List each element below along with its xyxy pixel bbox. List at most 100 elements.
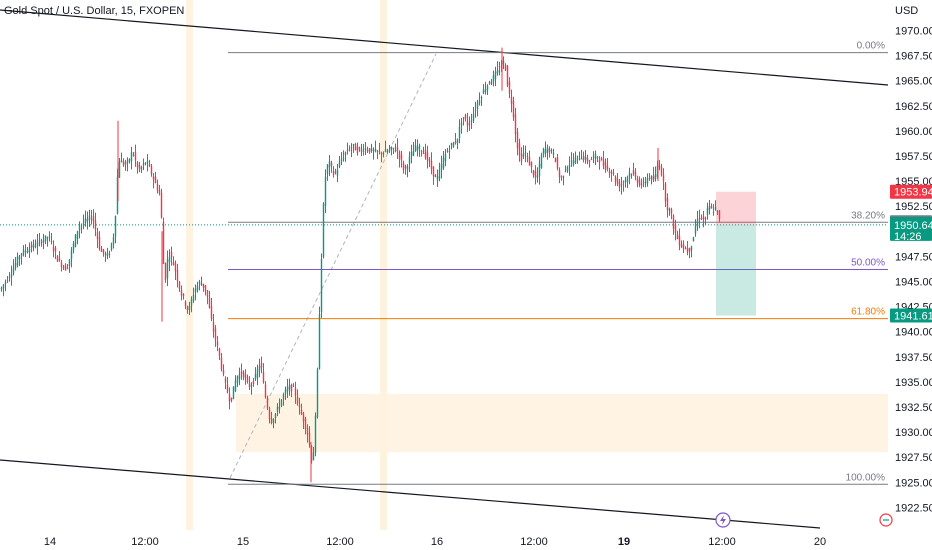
candle-body [220,357,223,370]
candle-body [44,235,47,241]
position-reward-zone[interactable] [716,224,756,316]
channel-lower-line[interactable] [0,459,821,529]
candle-body [700,218,703,220]
candle-body [488,81,491,84]
candle-body [48,236,51,238]
candle-body [64,264,67,271]
candle-body [678,235,681,246]
candle-body [92,216,95,222]
candle-body [502,60,505,65]
candle-body [434,175,437,178]
candle-body [164,263,167,281]
candle-body [242,371,245,378]
candle-body [618,182,621,188]
candle-body [8,277,11,279]
candle-body [540,155,543,168]
candle-body [158,190,161,194]
logo-icon [879,513,893,527]
candle-body [218,348,221,357]
candle-body [480,97,483,99]
candle-body [406,166,409,170]
candle-body [188,306,191,311]
candle-body [648,177,651,179]
candle-body [574,157,577,163]
candle-body [98,237,101,250]
candle-body [102,249,105,254]
candle-body [378,151,381,153]
candle-body [78,226,81,231]
candle-body [88,215,91,220]
candle-body [252,380,255,385]
candle-body [348,149,351,151]
candle-body [572,160,575,165]
candle-body [152,176,155,180]
candle-body [226,384,229,393]
candle-body [372,149,375,151]
candle-body [232,386,235,400]
price-axis-tick: 1937.50 [895,352,932,364]
candle-body [484,89,487,93]
candle-body [210,306,213,320]
candle-body [46,237,49,239]
candle-body [706,207,709,216]
demand-zone [236,393,888,453]
candle-body [130,152,133,161]
candle-body [302,413,305,422]
candle-body [312,452,315,461]
candle-body [410,151,413,157]
candle-body [628,172,631,177]
candle-body [254,373,257,380]
candle-body [42,240,45,243]
candle-body [390,147,393,150]
candle-body [2,284,5,289]
candle-body [610,171,613,174]
candle-body [712,211,715,213]
candle-body [52,246,55,251]
candle-body [166,259,169,279]
candle-body [182,293,185,297]
price-badge-value: 1950.64 [894,220,932,232]
candle-body [206,290,209,298]
candle-body [176,270,179,282]
candle-body [344,152,347,155]
candle-body [268,409,271,420]
candle-body [350,147,353,149]
candle-body [582,156,585,161]
candle-body [148,163,151,167]
candle-body [244,374,247,378]
candle-body [290,384,293,392]
candle-body [698,218,701,220]
candle-body [332,171,335,175]
price-badge [890,184,932,199]
candle-body [436,176,439,181]
channel-upper-line[interactable] [0,9,889,86]
candle-body [356,146,359,154]
candle-body [624,180,627,182]
candle-body [496,70,499,74]
candle-body [140,166,143,170]
candle-body [308,433,311,445]
candle-body [392,147,395,149]
candle-body [198,281,201,284]
candle-body [422,153,425,155]
price-axis-tick: 1952.50 [895,201,932,213]
candle-body [664,183,667,202]
candle-body [298,405,301,408]
candle-body [636,178,639,183]
price-axis-tick: 1935.00 [895,377,932,389]
candle-body [84,218,87,223]
candle-body [4,282,7,285]
position-risk-zone[interactable] [716,191,756,225]
candle-body [690,246,693,251]
candle-body [294,387,297,396]
candle-body [280,399,283,407]
candle-body [558,170,561,178]
candle-body [662,174,665,182]
candle-body [212,322,215,332]
candle-body [38,239,41,241]
price-axis-tick: 1967.50 [895,51,932,63]
candle-body [584,156,587,160]
candle-body [278,406,281,409]
price-axis-tick: 1927.50 [895,452,932,464]
